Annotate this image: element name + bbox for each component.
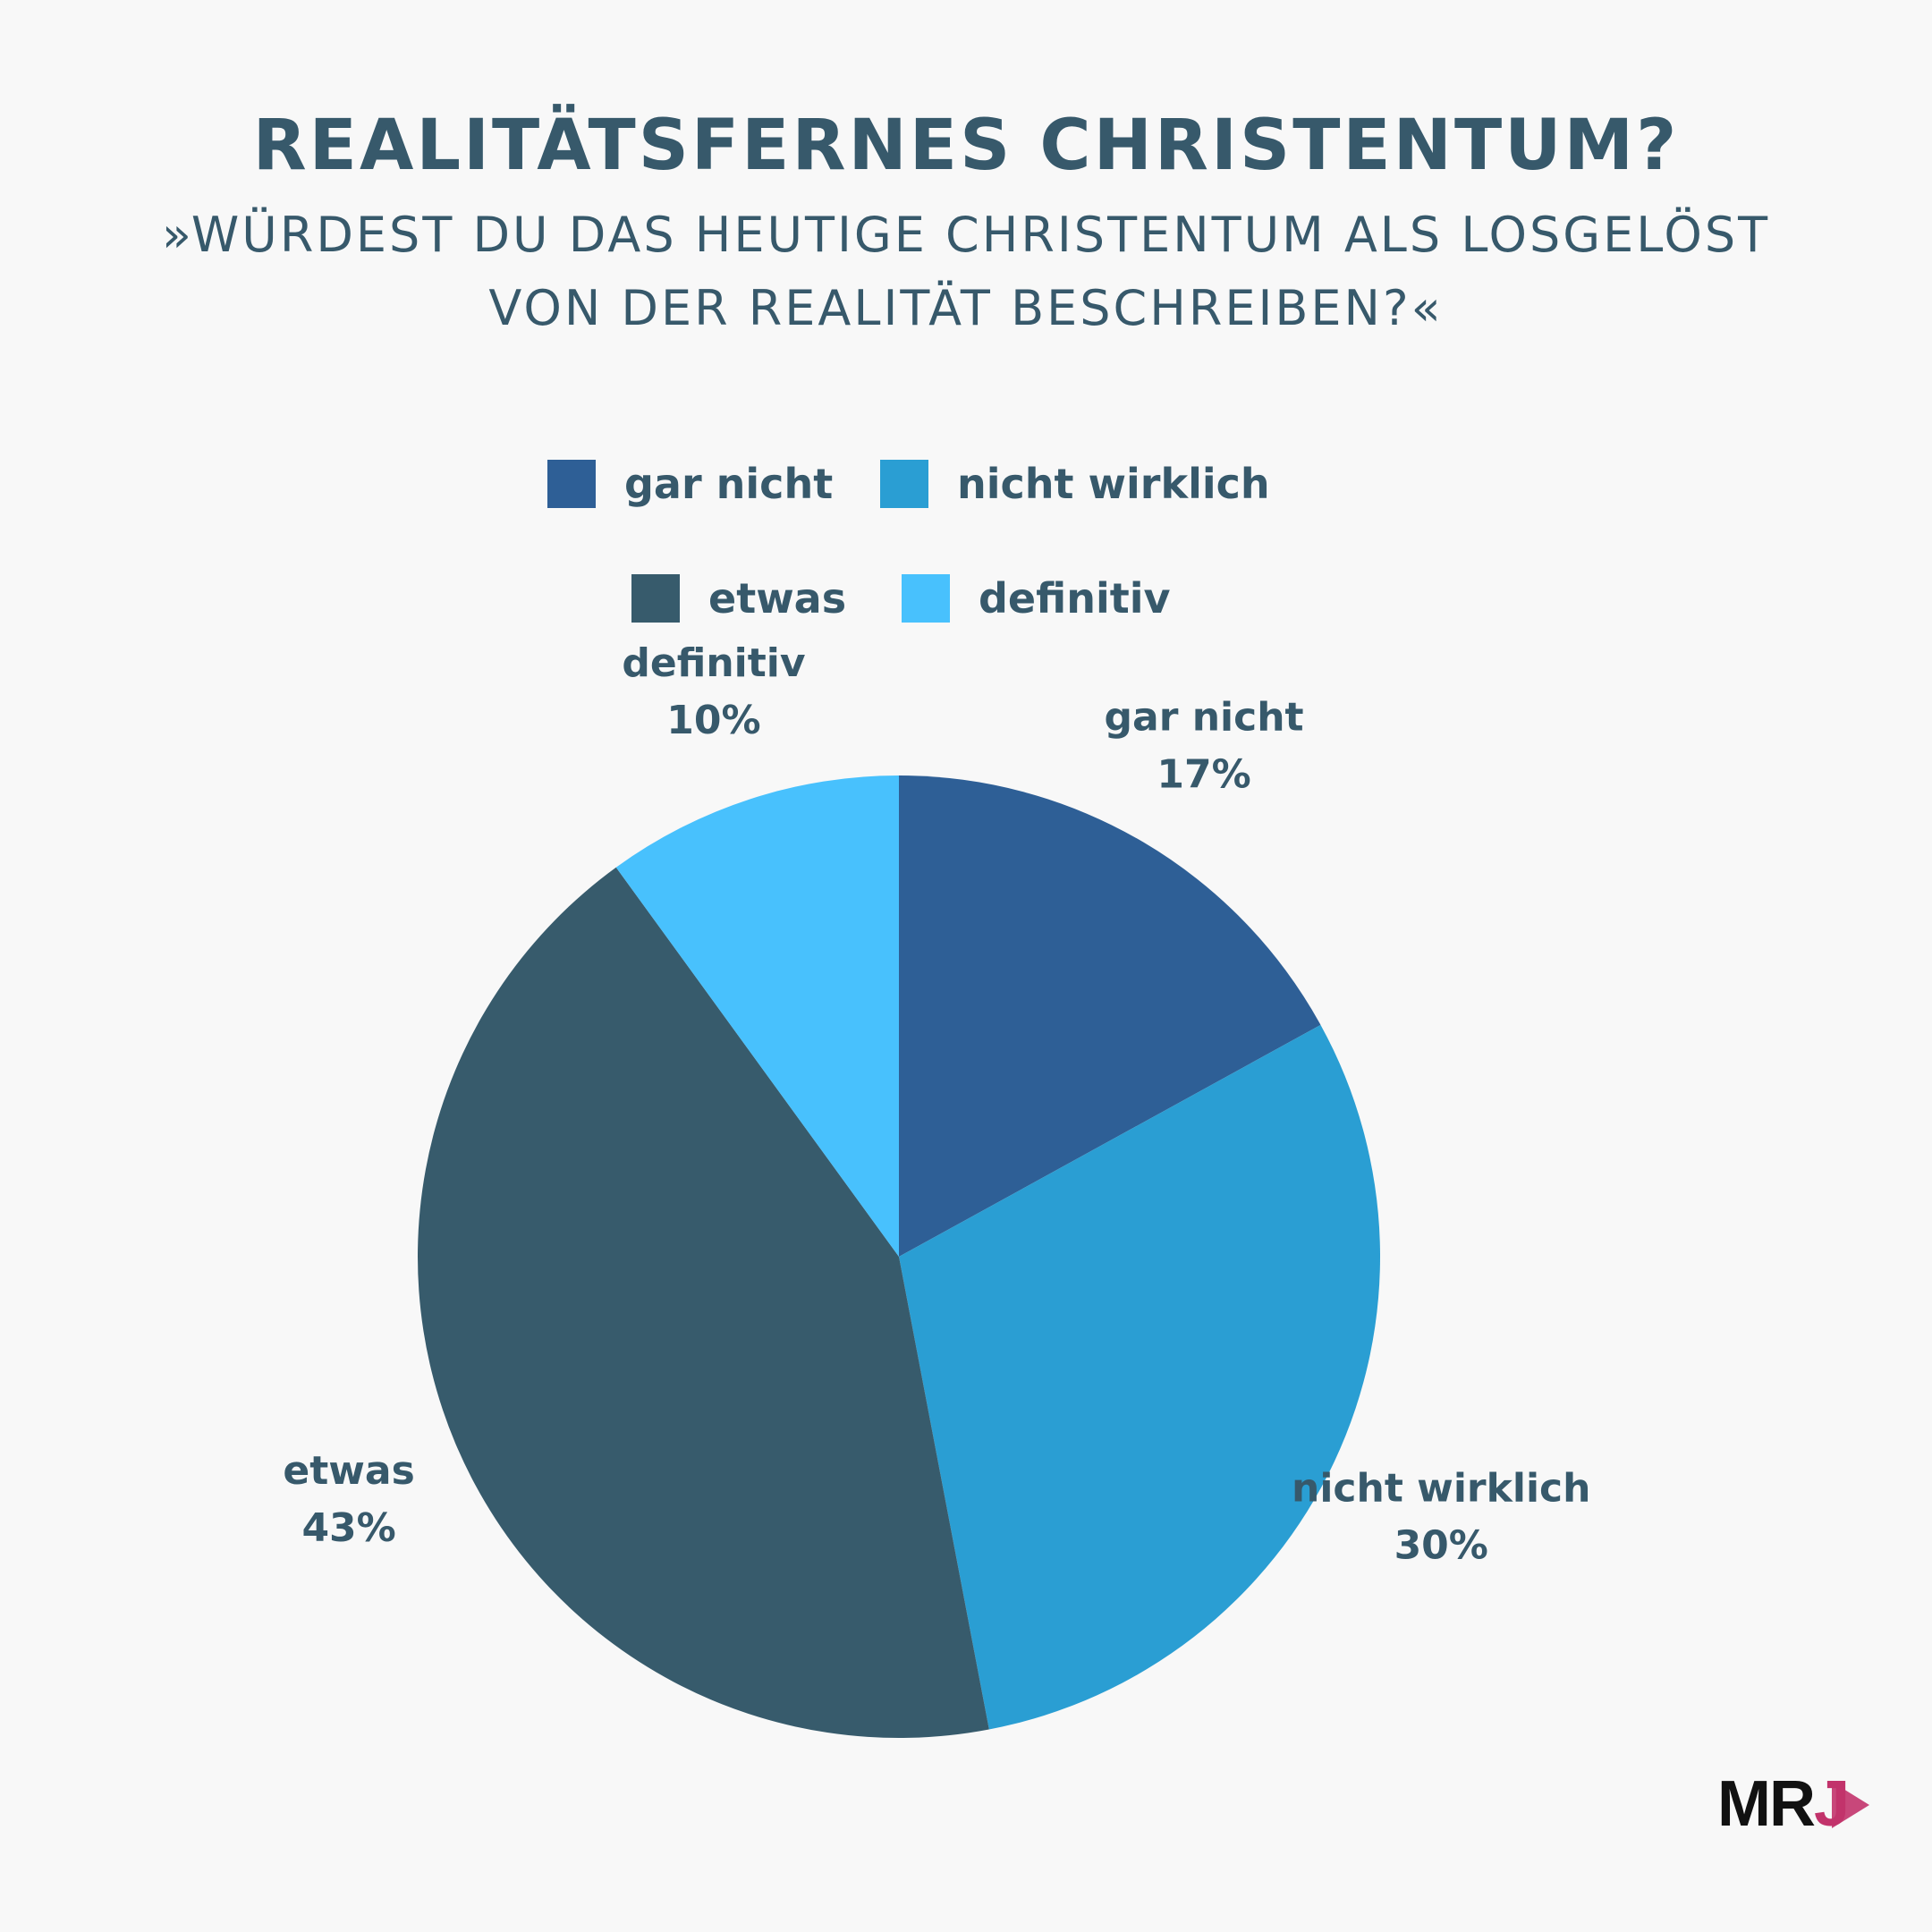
logo-text: MRJ [1717, 1764, 1850, 1844]
legend-label-etwas: etwas [708, 574, 847, 623]
legend-item-etwas: etwas [631, 574, 846, 623]
legend-swatch-definitiv [902, 574, 950, 623]
legend-label-nicht-wirklich: nicht wirklich [957, 460, 1270, 508]
pie-slice-gar-nicht [899, 775, 1321, 1257]
slice-value-etwas: 43% [301, 1505, 395, 1551]
subtitle-line-2: VON DER REALITÄT BESCHREIBEN?« [488, 280, 1444, 336]
slice-label-nicht-wirklich: nicht wirklich [1292, 1465, 1590, 1511]
slice-label-definitiv: definitiv [622, 640, 805, 686]
slice-value-gar-nicht: 17% [1157, 751, 1250, 797]
legend-swatch-gar-nicht [547, 460, 596, 508]
legend-item-definitiv: definitiv [902, 574, 1170, 623]
pie-labels: gar nicht 17% nicht wirklich 30% etwas 43% def… [283, 640, 1590, 1568]
logo-text-accent: J [1813, 1768, 1850, 1840]
slice-label-etwas: etwas [283, 1448, 414, 1494]
subtitle-line-1: »WÜRDEST DU DAS HEUTIGE CHRISTENTUM ALS … [161, 207, 1771, 263]
chart-subtitle: »WÜRDEST DU DAS HEUTIGE CHRISTENTUM ALS … [0, 199, 1932, 345]
pie-slice-nicht-wirklich [899, 1024, 1380, 1730]
play-triangle-icon [1832, 1782, 1869, 1828]
legend-label-definitiv: definitiv [979, 574, 1171, 623]
chart-title: REALITÄTSFERNES CHRISTENTUM? [252, 106, 1680, 186]
legend-label-gar-nicht: gar nicht [624, 460, 834, 508]
legend-swatch-nicht-wirklich [880, 460, 928, 508]
logo-text-main: MR [1717, 1768, 1816, 1840]
legend-item-gar-nicht: gar nicht [547, 460, 833, 508]
pie-slices [417, 775, 1380, 1738]
legend-item-nicht-wirklich: nicht wirklich [880, 460, 1270, 508]
slice-value-definitiv: 10% [666, 698, 760, 743]
slice-value-nicht-wirklich: 30% [1394, 1522, 1488, 1568]
pie-slice-etwas [417, 867, 989, 1738]
pie-slice-definitiv [615, 775, 899, 1257]
slice-label-gar-nicht: gar nicht [1105, 694, 1304, 740]
legend-swatch-etwas [631, 574, 680, 623]
mrj-logo: MRJ [1717, 1764, 1878, 1844]
